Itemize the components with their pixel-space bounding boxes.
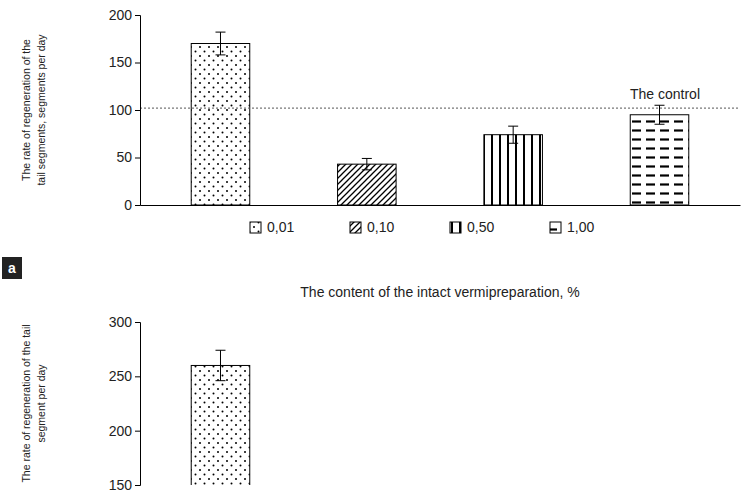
y-tick-label: 0 xyxy=(124,197,132,213)
y-tick: 150 xyxy=(109,477,140,493)
y-tick-label: 50 xyxy=(116,149,132,165)
y-tick: 100 xyxy=(109,102,140,118)
legend-item: 0,10 xyxy=(350,219,394,235)
error-cap xyxy=(655,124,665,125)
bar xyxy=(484,135,543,205)
y-axis-title: segment per day xyxy=(35,364,47,443)
error-cap xyxy=(362,169,372,170)
legend-label: 1,00 xyxy=(567,219,594,235)
y-tick: 200 xyxy=(109,423,140,439)
error-cap xyxy=(508,143,518,144)
panel-tag-label: a xyxy=(8,260,16,276)
legend-label: 0,01 xyxy=(267,219,294,235)
y-tick-label: 300 xyxy=(109,314,133,330)
legend-label: 0,10 xyxy=(367,219,394,235)
y-tick-mark xyxy=(135,15,140,16)
y-axis-line xyxy=(135,323,141,486)
error-bar xyxy=(508,126,518,143)
y-tick-mark xyxy=(135,158,140,159)
legend: 0,01 0,10 0,50 1,00 xyxy=(250,219,594,235)
y-tick-label: 200 xyxy=(109,423,133,439)
error-cap xyxy=(508,126,518,127)
error-bar xyxy=(215,350,225,380)
y-tick-mark xyxy=(135,205,140,206)
y-axis-title: tail segments, segments per day xyxy=(35,34,47,186)
legend-swatch xyxy=(450,222,461,233)
legend-item: 0,01 xyxy=(250,219,294,235)
chart-1: 150 200 250 300 The rate of regeneration of … xyxy=(20,314,250,499)
y-tick-label: 150 xyxy=(109,54,133,70)
x-axis xyxy=(141,205,741,206)
y-tick-label: 150 xyxy=(109,477,133,493)
panel-tag: a xyxy=(2,257,22,279)
chart-canvas: The control 0 50 100 150 200 The rate of regen… xyxy=(0,0,750,499)
y-axis-title: The rate of regeneration of the tail xyxy=(20,324,32,482)
y-tick: 250 xyxy=(109,368,140,384)
y-tick-label: 200 xyxy=(109,7,133,23)
y-tick: 150 xyxy=(109,54,140,70)
error-cap xyxy=(215,54,225,55)
bar xyxy=(191,44,250,206)
y-tick: 50 xyxy=(116,149,140,165)
y-axis-title: The rate of regeneration of the xyxy=(20,39,32,181)
error-stem xyxy=(513,126,514,143)
error-stem xyxy=(659,105,660,124)
error-cap xyxy=(655,105,665,106)
legend-label: 0,50 xyxy=(467,219,494,235)
reference-line xyxy=(140,108,740,109)
error-cap xyxy=(215,350,225,351)
legend-item: 0,50 xyxy=(450,219,494,235)
error-cap xyxy=(215,380,225,381)
y-tick-label: 250 xyxy=(109,368,133,384)
legend-swatch xyxy=(250,222,261,233)
y-tick: 0 xyxy=(124,197,140,213)
chart-0: The control 0 50 100 150 200 The rate of regen… xyxy=(2,7,741,300)
legend-swatch xyxy=(350,222,361,233)
background xyxy=(0,0,750,499)
x-axis-line xyxy=(141,205,741,206)
y-tick-mark xyxy=(135,376,140,377)
error-stem xyxy=(366,158,367,169)
error-cap xyxy=(215,32,225,33)
bar xyxy=(338,164,397,205)
legend-swatch xyxy=(550,222,561,233)
y-tick-mark xyxy=(135,322,140,323)
plot-area xyxy=(191,350,250,485)
y-axis: 150 200 250 300 xyxy=(109,314,141,493)
y-axis-line xyxy=(135,16,141,206)
y-tick-mark xyxy=(135,110,140,111)
plot-area xyxy=(140,32,740,205)
y-tick: 300 xyxy=(109,314,140,330)
y-axis: 0 50 100 150 200 xyxy=(109,7,141,213)
bar xyxy=(630,115,689,205)
y-tick-mark xyxy=(135,63,140,64)
reference-label: The control xyxy=(630,86,700,102)
legend-item: 1,00 xyxy=(550,219,594,235)
y-tick: 200 xyxy=(109,7,140,23)
error-bar xyxy=(362,158,372,169)
error-stem xyxy=(220,32,221,55)
bar xyxy=(191,365,250,485)
y-tick-mark xyxy=(135,431,140,432)
y-tick-mark xyxy=(135,485,140,486)
panel-tag-box xyxy=(2,257,22,279)
x-axis-title: The content of the intact vermipreparati… xyxy=(300,284,579,300)
error-bar xyxy=(215,32,225,55)
error-stem xyxy=(220,350,221,380)
error-cap xyxy=(362,158,372,159)
y-tick-label: 100 xyxy=(109,102,133,118)
